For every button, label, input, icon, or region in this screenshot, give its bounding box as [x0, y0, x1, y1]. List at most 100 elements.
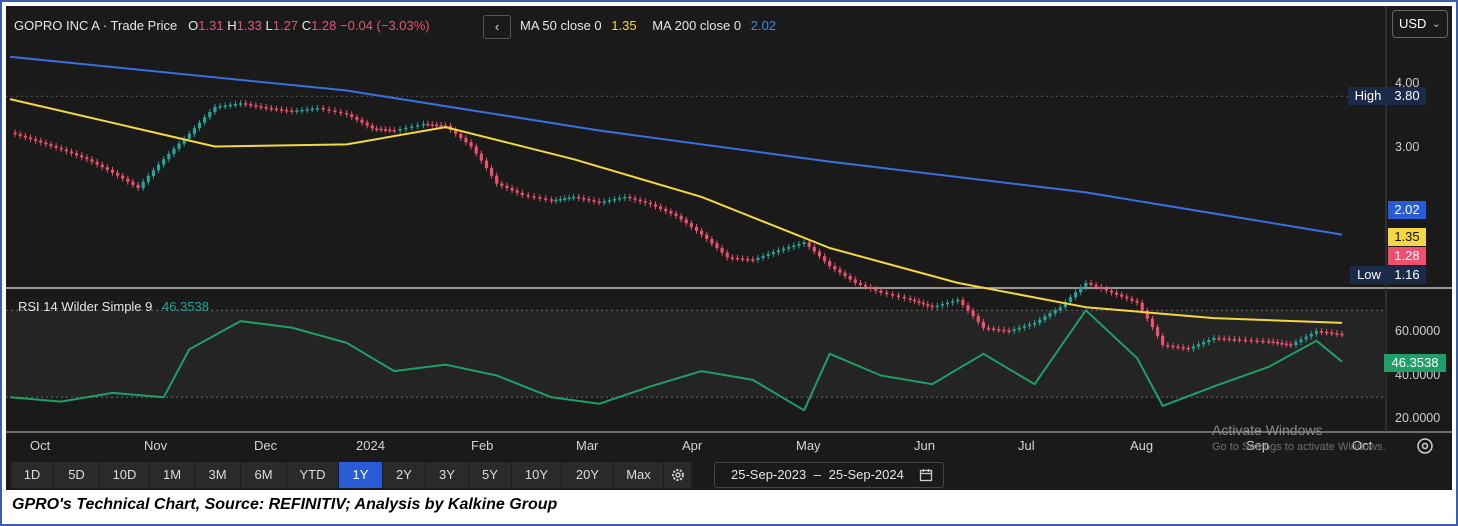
candle-body: [597, 201, 601, 203]
low-label: Low: [1350, 266, 1388, 284]
candle-body: [700, 230, 704, 235]
candle-body: [951, 301, 955, 303]
period-2y-button[interactable]: 2Y: [383, 462, 426, 488]
time-label-may: May: [796, 438, 821, 453]
candle-body: [18, 134, 22, 136]
candle-body: [249, 104, 253, 106]
candle-body: [1275, 342, 1280, 344]
candle-body: [474, 146, 478, 154]
ma-legend: MA 50 close 0 1.35 MA 200 close 0 2.02: [520, 18, 776, 33]
candle-body: [1161, 335, 1165, 346]
candle-body: [430, 124, 434, 126]
crosshair-icon[interactable]: [1415, 436, 1435, 456]
currency-select[interactable]: USD ⌄: [1392, 10, 1448, 38]
period-10d-button[interactable]: 10D: [100, 462, 150, 488]
collapse-legend-button[interactable]: ‹: [483, 15, 511, 39]
candle-body: [761, 256, 765, 258]
candle-body: [310, 108, 314, 111]
candle-body: [853, 279, 857, 283]
candle-body: [13, 132, 17, 135]
period-1y-button[interactable]: 1Y: [339, 462, 383, 488]
price-tick-4: 4.00: [1395, 76, 1420, 90]
candle-body: [833, 266, 837, 270]
candle-body: [848, 276, 852, 280]
ma50-label: MA 50 close 0: [520, 18, 602, 33]
period-1m-button[interactable]: 1M: [150, 462, 195, 488]
candle-body: [1089, 282, 1093, 285]
candle-body: [365, 122, 369, 126]
period-ytd-button[interactable]: YTD: [287, 462, 339, 488]
figure-caption: GPRO's Technical Chart, Source: REFINITI…: [12, 496, 558, 513]
candle-body: [766, 254, 770, 257]
candle-body: [146, 175, 150, 182]
candle-body: [1330, 332, 1334, 334]
candle-body: [345, 112, 349, 115]
candle-body: [592, 200, 596, 202]
ohlc-close-key: C: [301, 18, 312, 33]
candle-body: [828, 261, 832, 267]
period-3y-button[interactable]: 3Y: [426, 462, 469, 488]
candle-body: [1120, 294, 1124, 297]
rsi-label: RSI 14 Wilder Simple 9: [18, 299, 153, 314]
candle-body: [1084, 282, 1088, 288]
candle-body: [479, 153, 483, 161]
date-range-picker[interactable]: 25-Sep-2023 – 25-Sep-2024: [714, 462, 944, 488]
time-label-sep: Sep: [1246, 438, 1270, 453]
settings-button[interactable]: [664, 462, 692, 488]
candle-body: [822, 256, 827, 262]
candle-body: [643, 201, 647, 203]
candle-body: [1319, 331, 1324, 333]
candle-body: [1150, 318, 1155, 328]
period-3m-button[interactable]: 3M: [195, 462, 241, 488]
candle-body: [484, 160, 489, 169]
candle-body: [285, 109, 289, 112]
candle-body: [1140, 302, 1144, 311]
period-max-button[interactable]: Max: [614, 462, 664, 488]
candle-body: [500, 183, 504, 186]
time-label-feb: Feb: [471, 438, 494, 453]
candle-body: [956, 299, 960, 302]
rsi-line: [9, 309, 1343, 412]
rsi-band: [6, 310, 1386, 398]
candle-body: [730, 257, 734, 259]
candle-body: [321, 108, 325, 110]
candle-body: [379, 128, 383, 131]
period-5d-button[interactable]: 5D: [54, 462, 100, 488]
candle-body: [370, 125, 374, 129]
candle-body: [1130, 298, 1134, 301]
candle-body: [1109, 290, 1114, 293]
period-1d-button[interactable]: 1D: [11, 462, 54, 488]
candle-body: [912, 299, 917, 302]
candle-body: [1309, 333, 1313, 337]
candle-body: [100, 164, 104, 168]
candle-body: [1304, 336, 1308, 340]
period-20y-button[interactable]: 20Y: [562, 462, 614, 488]
candle-body: [1243, 339, 1247, 342]
candle-body: [421, 123, 426, 126]
candle-body: [435, 124, 439, 127]
high-value: 3.80: [1388, 87, 1426, 105]
candle-body: [392, 130, 396, 132]
candle-body: [244, 103, 248, 105]
period-6m-button[interactable]: 6M: [241, 462, 287, 488]
candle-body: [966, 305, 970, 311]
ma200-line: [9, 55, 1343, 236]
time-label-jun: Jun: [914, 438, 935, 453]
candle-body: [807, 242, 811, 247]
candle-body: [264, 107, 268, 109]
candle-body: [653, 204, 658, 207]
candle-body: [333, 110, 337, 113]
period-10y-button[interactable]: 10Y: [512, 462, 562, 488]
candle-body: [223, 105, 227, 107]
candle-body: [930, 305, 934, 308]
ma200-value: 2.02: [750, 18, 777, 33]
candle-body: [776, 250, 781, 253]
candle-body: [921, 302, 925, 305]
rsi-value-tag: 46.3538: [1384, 354, 1446, 372]
candle-body: [203, 117, 207, 123]
ma200-tag: 2.02: [1388, 201, 1426, 219]
period-5y-button[interactable]: 5Y: [469, 462, 512, 488]
candle-body: [1202, 342, 1206, 345]
candle-body: [986, 327, 991, 330]
